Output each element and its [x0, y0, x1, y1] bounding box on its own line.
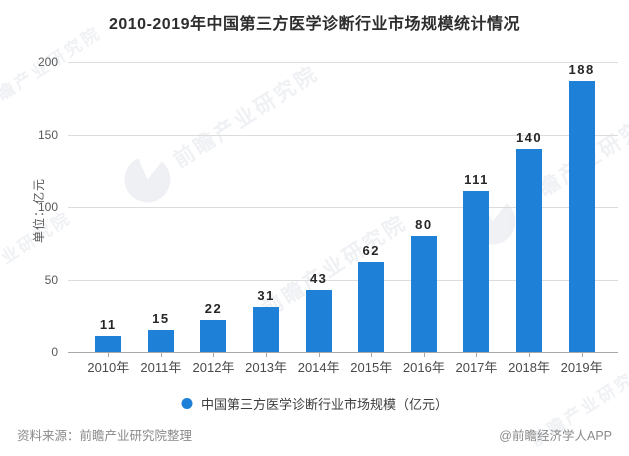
x-tick-label-2018年: 2018年 — [508, 360, 551, 375]
gridline-y-150 — [68, 134, 618, 136]
x-tick-label-2010年: 2010年 — [87, 360, 130, 375]
bar-2016年 — [410, 236, 437, 352]
bar-columns: 11 2010年 15 2011年 22 2012年 31 2013年 43 2014年 62 201… — [68, 62, 618, 375]
y-tick-label-50: 50 — [44, 272, 58, 287]
x-tick-mark — [108, 353, 110, 357]
bar-2015年 — [358, 262, 385, 352]
x-tick-mark — [318, 353, 320, 357]
bar-group-2018年: 140 2018年 — [503, 62, 556, 375]
bar-value-label: 140 — [515, 130, 543, 145]
y-tick-label-200: 200 — [37, 55, 58, 69]
bar-value-label: 80 — [415, 217, 433, 232]
x-tick-label-2017年: 2017年 — [455, 360, 498, 375]
bar-group-2015年: 62 2015年 — [345, 62, 398, 375]
bar-group-2011年: 15 2011年 — [135, 62, 188, 375]
x-tick-mark — [266, 353, 268, 357]
bar-value-label: 62 — [362, 243, 380, 259]
x-axis-line — [68, 352, 618, 353]
gridline-y-50 — [68, 279, 618, 281]
bar-value-label: 15 — [152, 311, 170, 327]
bar-2012年 — [200, 320, 227, 352]
source-text: 资料来源：前瞻产业研究院整理 — [17, 429, 193, 443]
chart-title: 2010-2019年中国第三方医学诊断行业市场规模统计情况 — [108, 16, 521, 33]
x-tick-mark — [160, 353, 162, 357]
bar-2018年 — [516, 149, 543, 352]
bar-value-label: 43 — [309, 270, 328, 286]
bar-2019年 — [568, 81, 595, 352]
credit-text: @前瞻经济学人APP — [499, 429, 612, 443]
bar-2010年 — [95, 336, 122, 352]
x-tick-label-2014年: 2014年 — [297, 360, 340, 375]
x-tick-label-2013年: 2013年 — [245, 360, 288, 375]
x-tick-label-2019年: 2019年 — [560, 360, 603, 375]
bar-2013年 — [253, 307, 280, 352]
x-tick-label-2016年: 2016年 — [402, 360, 445, 375]
legend-label: 中国第三方医学诊断行业市场规模（亿元） — [200, 397, 449, 412]
bar-group-2014年: 43 2014年 — [292, 62, 345, 375]
bar-2011年 — [147, 330, 174, 352]
bar-value-label: 111 — [464, 172, 489, 188]
bar-value-label: 188 — [568, 62, 595, 77]
x-tick-label-2015年: 2015年 — [350, 360, 393, 375]
bar-group-2013年: 31 2013年 — [240, 62, 293, 375]
y-tick-label-100: 100 — [37, 200, 58, 214]
bar-group-2019年: 188 2019年 — [555, 62, 608, 375]
bar-value-label: 11 — [99, 317, 117, 333]
x-tick-label-2011年: 2011年 — [140, 360, 182, 375]
bar-value-label: 31 — [257, 288, 275, 304]
bar-group-2012年: 22 2012年 — [187, 62, 240, 375]
x-tick-mark — [529, 353, 531, 357]
bar-group-2010年: 11 2010年 — [82, 62, 135, 375]
legend-marker-icon — [180, 398, 192, 409]
x-tick-mark — [581, 353, 583, 357]
x-tick-mark — [213, 353, 215, 357]
x-tick-mark — [371, 353, 373, 357]
plot-area: 单位：亿元 0 50 100 150 200 11 2010年 15 2011年 22 2012年… — [32, 55, 618, 375]
legend: 中国第三方医学诊断行业市场规模（亿元） — [180, 394, 449, 413]
bar-2017年 — [463, 191, 490, 352]
footer: 资料来源：前瞻产业研究院整理 @前瞻经济学人APP — [0, 425, 629, 444]
x-tick-mark — [423, 353, 425, 357]
y-tick-label-0: 0 — [51, 345, 58, 359]
y-tick-label-150: 150 — [37, 127, 58, 142]
bar-2014年 — [305, 289, 332, 352]
bar-group-2017年: 111 2017年 — [450, 62, 503, 375]
gridline-y-200 — [68, 62, 618, 63]
bar-value-label: 22 — [204, 301, 223, 317]
x-tick-mark — [476, 353, 478, 357]
gridline-y-100 — [68, 207, 618, 208]
bar-group-2016年: 80 2016年 — [398, 62, 451, 375]
x-tick-label-2012年: 2012年 — [192, 360, 235, 375]
